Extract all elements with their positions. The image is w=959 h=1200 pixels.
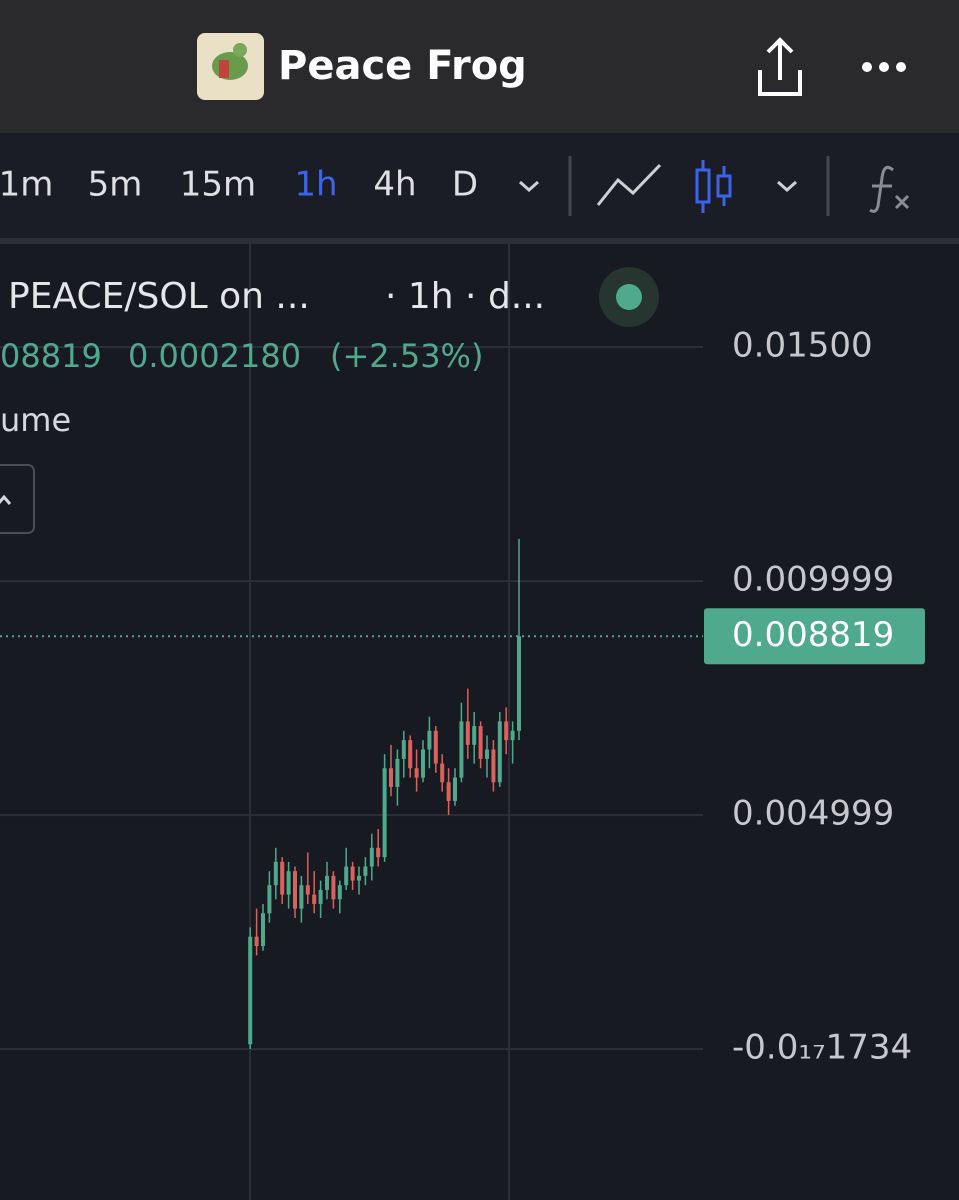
candle-body [318,889,323,904]
y-tick-label: -0.0₁₇1734 [732,1028,912,1068]
top-bar [0,0,959,133]
candle-body [248,936,253,1045]
icon-body [695,168,711,204]
collapse-chevron [0,494,12,505]
candle-body [305,885,310,895]
candle-body [254,936,259,947]
collapse-button[interactable] [0,464,35,534]
candle-body [478,726,483,759]
fx-f [869,165,894,213]
pair-subtitle: · 1h · d... [385,276,545,317]
indicator-label: ume [0,401,71,439]
candle-body [497,721,502,783]
candle-body [408,740,413,769]
share-arrow [766,37,794,80]
candle-body [382,768,387,858]
candle-body [337,885,342,900]
candle-body [433,730,438,764]
legend-value: (+2.53%) [330,337,483,375]
candle-body [517,636,521,731]
candle-body [293,871,297,909]
share-button[interactable] [758,37,802,96]
separator [0,238,959,244]
candle-body [312,894,317,904]
price-axis: 0.01500 0.009999 0.004999 -0.0₁₇1734 0.00881… [704,326,925,1068]
dot [879,62,889,72]
candle-body [267,885,272,914]
indicators-button[interactable] [869,165,910,213]
candle-body [280,861,285,895]
candle-body [421,749,425,778]
interval-button[interactable]: D [452,165,478,205]
y-tick-label: 0.009999 [732,560,894,600]
candle-body [363,866,368,876]
fx-x [894,194,910,210]
candle-body [395,758,400,787]
candle-body [331,875,336,900]
candle-body [440,763,445,783]
last-price-tag [704,608,925,665]
plot-area [0,538,703,1050]
candle-body [459,721,464,778]
toolbar [0,133,959,238]
candle-body [286,871,291,895]
candle-body [446,782,451,801]
candle-body [344,866,349,886]
interval-button[interactable]: 4h [373,165,416,205]
candle-body [401,740,406,759]
candle-body [427,730,432,750]
candle-body [369,847,374,867]
candle-body [504,721,509,741]
candle-body [414,768,419,778]
interval-button[interactable]: 5m [88,165,143,205]
candle-body [485,749,489,759]
frog-head [233,43,247,57]
candle-body [350,866,355,881]
pair-title: PEACE/SOL on ... [8,276,310,317]
interval-button[interactable]: 15m [180,165,256,205]
candle-body [273,861,278,886]
share-box [758,70,802,96]
dot [862,62,872,72]
candle-body [491,749,496,783]
y-tick-label: 0.004999 [732,794,894,834]
last-price-label: 0.008819 [732,615,894,655]
dot [896,62,906,72]
interval-dropdown[interactable] [519,180,539,193]
candle-chart-button[interactable] [695,160,732,213]
candle-body [376,847,381,858]
candle-body [261,913,265,947]
legend-value: 0.0002180 [128,337,301,375]
chart-type-dropdown[interactable] [777,180,797,193]
interval-button[interactable]: 1m [0,165,53,205]
grid [0,346,703,1051]
candle-body [357,875,361,881]
y-tick-label: 0.01500 [732,326,873,366]
candle-body [472,726,477,745]
more-button[interactable] [862,62,906,72]
legend-value: 08819 [0,337,102,375]
candle-body [510,730,515,741]
interval-group: 1m 5m 15m 1h 4h D [0,165,478,205]
line-chart-button[interactable] [596,163,662,206]
status-dot [616,284,642,310]
candle-body [465,721,470,745]
token-title: Peace Frog [278,43,527,89]
frog-scarf [219,60,229,78]
candle-body [299,885,304,909]
candle-body [389,768,393,787]
icon-body [716,174,732,198]
interval-button[interactable]: 1h [294,165,337,205]
candle-body [453,777,457,801]
candle-body [325,875,329,890]
